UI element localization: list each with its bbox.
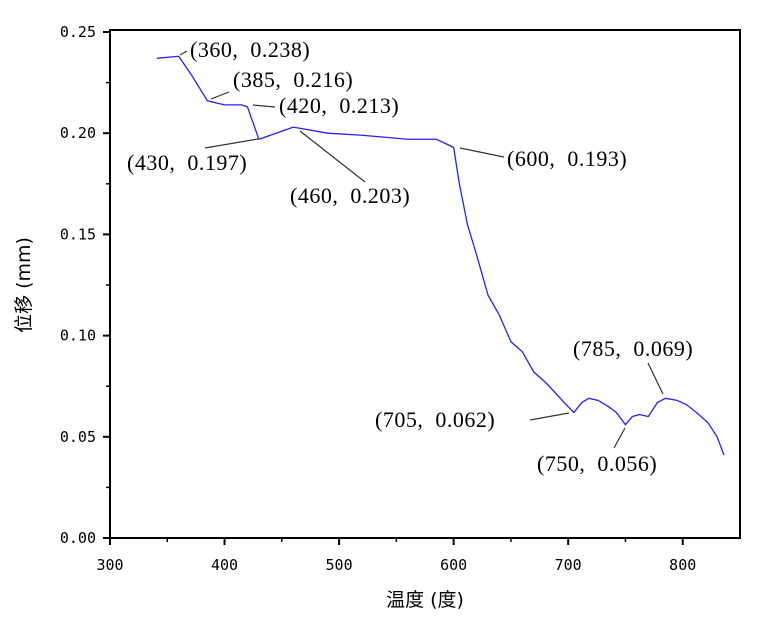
y-axis-label: 位移 (mm) bbox=[13, 237, 35, 333]
annotation-leader bbox=[529, 412, 570, 421]
y-tick-label: 0.00 bbox=[60, 529, 96, 547]
annotation-label: (600, 0.193) bbox=[507, 146, 627, 171]
x-tick-label: 300 bbox=[96, 556, 123, 574]
annotation-leader bbox=[252, 104, 276, 108]
x-tick-label: 500 bbox=[326, 556, 353, 574]
y-tick-label: 0.10 bbox=[60, 327, 96, 345]
series-line bbox=[156, 55, 725, 456]
annotation-label: (420, 0.213) bbox=[279, 93, 399, 118]
y-tick-label: 0.15 bbox=[60, 225, 96, 243]
annotation-label: (360, 0.238) bbox=[190, 37, 310, 62]
annotation-label: (705, 0.062) bbox=[375, 407, 495, 432]
x-tick-label: 700 bbox=[555, 556, 582, 574]
annotation-leader bbox=[299, 130, 366, 183]
x-tick-label: 600 bbox=[440, 556, 467, 574]
x-tick-label: 800 bbox=[669, 556, 696, 574]
annotation-leader bbox=[179, 50, 188, 56]
annotation-label: (785, 0.069) bbox=[573, 336, 693, 361]
annotation-label: (460, 0.203) bbox=[290, 183, 410, 208]
annotation-leader bbox=[210, 91, 230, 100]
y-tick-label: 0.05 bbox=[60, 428, 96, 446]
x-tick-label: 400 bbox=[211, 556, 238, 574]
annotation-leader bbox=[204, 138, 259, 149]
annotation-label: (385, 0.216) bbox=[233, 67, 353, 92]
x-axis-label: 温度 (度) bbox=[386, 589, 464, 611]
plot-frame bbox=[109, 29, 741, 539]
annotation-leader bbox=[459, 147, 505, 158]
annotation-leader bbox=[613, 427, 626, 449]
y-tick-label: 0.20 bbox=[60, 124, 96, 142]
annotation-label: (430, 0.197) bbox=[127, 150, 247, 175]
y-tick-label: 0.25 bbox=[60, 23, 96, 41]
annotation-leader bbox=[647, 362, 664, 395]
annotation-label: (750, 0.056) bbox=[537, 451, 657, 476]
